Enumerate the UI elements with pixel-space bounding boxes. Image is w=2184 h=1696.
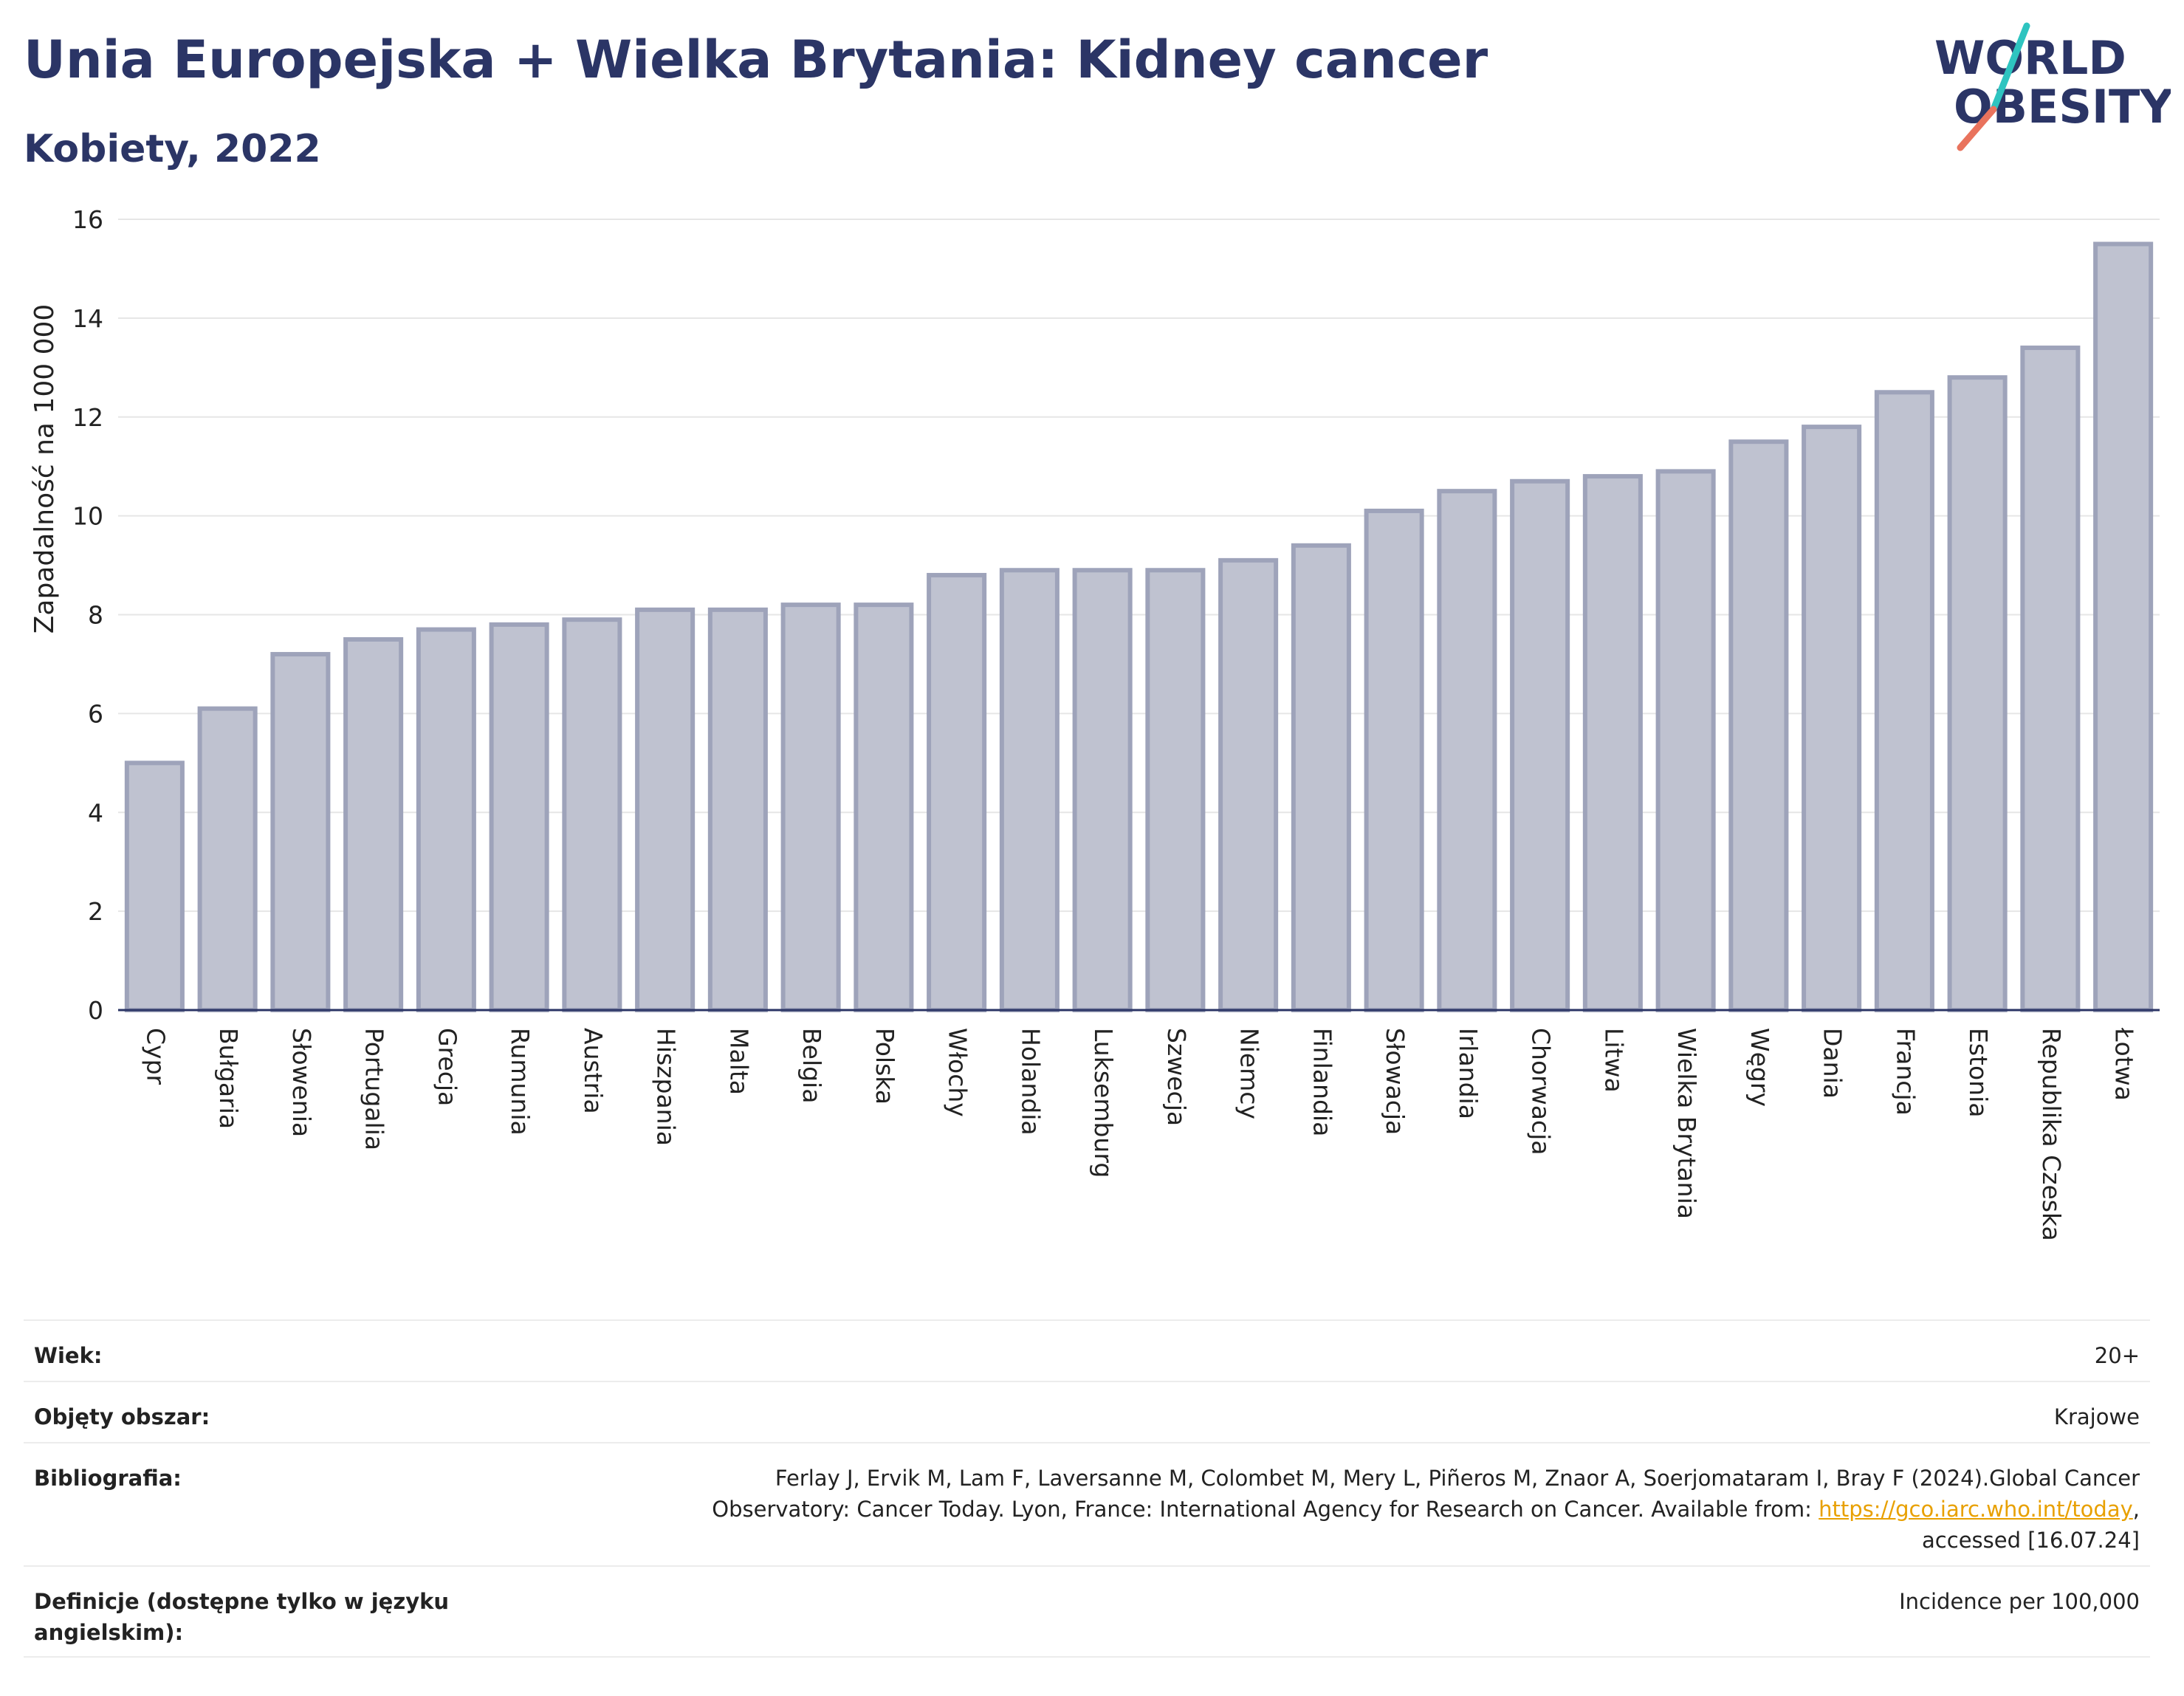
- biblio-line3: accessed [16.07.24]: [1922, 1528, 2140, 1553]
- bar[interactable]: [343, 636, 404, 1012]
- x-tick-label: Holandia: [1016, 1028, 1045, 1136]
- x-tick-label: Luksemburg: [1089, 1028, 1118, 1178]
- biblio-link[interactable]: https://gco.iarc.who.int/today: [1819, 1497, 2133, 1522]
- x-tick-label: Szwecja: [1162, 1028, 1191, 1126]
- x-tick-label: Estonia: [1964, 1028, 1993, 1117]
- bar[interactable]: [1655, 469, 1716, 1013]
- definitions-value: Incidence per 100,000: [1899, 1589, 2140, 1614]
- info-row-definitions: Definicje (dostępne tylko w języku angie…: [24, 1565, 2150, 1658]
- x-tick-label: Belgia: [797, 1028, 826, 1103]
- area-label: Objęty obszar:: [34, 1404, 210, 1429]
- x-tick-label: Hiszpania: [652, 1028, 681, 1146]
- x-tick-label: Republika Czeska: [2037, 1028, 2066, 1241]
- bar[interactable]: [927, 572, 987, 1012]
- x-tick-label: Słowacja: [1381, 1028, 1409, 1135]
- bar[interactable]: [707, 607, 768, 1012]
- x-tick-label: Austria: [579, 1028, 608, 1114]
- y-tick-label: 6: [88, 699, 103, 728]
- x-tick-label: Słowenia: [287, 1028, 316, 1137]
- bar[interactable]: [854, 602, 914, 1012]
- info-row-bibliography: Bibliografia: Ferlay J, Ervik M, Lam F, …: [24, 1442, 2150, 1565]
- bar[interactable]: [270, 652, 331, 1012]
- x-tick-label: Portugalia: [360, 1028, 389, 1150]
- y-tick-label: 0: [88, 996, 103, 1025]
- x-tick-label: Dania: [1819, 1028, 1847, 1099]
- x-tick-label: Finlandia: [1308, 1028, 1336, 1136]
- age-value: 20+: [2094, 1343, 2140, 1368]
- x-tick-label: Niemcy: [1235, 1028, 1264, 1119]
- x-tick-label: Francja: [1891, 1028, 1920, 1116]
- y-tick-label: 14: [72, 304, 103, 333]
- x-tick-label: Litwa: [1599, 1028, 1628, 1093]
- biblio-line1: Ferlay J, Ervik M, Lam F, Laversanne M, …: [775, 1466, 2140, 1491]
- bar[interactable]: [1072, 568, 1133, 1012]
- x-tick-label: Cypr: [141, 1028, 170, 1085]
- bar[interactable]: [489, 622, 549, 1012]
- bar[interactable]: [1947, 375, 2008, 1012]
- bar[interactable]: [1364, 508, 1424, 1012]
- biblio-label: Bibliografia:: [34, 1466, 182, 1491]
- bar[interactable]: [124, 761, 185, 1012]
- world-obesity-logo: WORLD OBESITY: [1934, 22, 2171, 151]
- biblio-value: Ferlay J, Ervik M, Lam F, Laversanne M, …: [478, 1463, 2140, 1556]
- info-row-age: Wiek: 20+: [24, 1319, 2150, 1381]
- x-tick-label: Łotwa: [2110, 1027, 2139, 1101]
- x-tick-label: Węgry: [1745, 1028, 1774, 1107]
- x-tick-label: Chorwacja: [1527, 1028, 1556, 1155]
- bar[interactable]: [2093, 241, 2154, 1012]
- bar[interactable]: [1291, 543, 1351, 1013]
- bar[interactable]: [562, 617, 622, 1012]
- bar[interactable]: [999, 568, 1060, 1012]
- bar[interactable]: [1582, 474, 1643, 1012]
- y-tick-label: 4: [88, 798, 103, 827]
- x-tick-label: Grecja: [433, 1028, 461, 1106]
- bar[interactable]: [1874, 390, 1934, 1012]
- info-row-area: Objęty obszar: Krajowe: [24, 1381, 2150, 1442]
- x-tick-label: Polska: [870, 1028, 899, 1105]
- bars: [124, 241, 2154, 1013]
- bar[interactable]: [1437, 489, 1497, 1012]
- chart-title: Unia Europejska + Wielka Brytania: Kidne…: [24, 30, 1488, 90]
- x-tick-label: Irlandia: [1454, 1028, 1483, 1119]
- bar[interactable]: [1728, 439, 1789, 1012]
- logo-slash-coral: [1957, 106, 1997, 151]
- bar[interactable]: [1145, 568, 1206, 1012]
- bar[interactable]: [780, 602, 841, 1012]
- biblio-line2-text: Observatory: Cancer Today. Lyon, France:…: [712, 1497, 1812, 1522]
- x-tick-labels: Cypr Bułgaria Słowenia Portugalia Grecja Rumu…: [141, 1027, 2138, 1241]
- y-tick-label: 2: [88, 897, 103, 926]
- y-tick-labels: 0 2 4 6 8 10 12 14 16: [72, 205, 103, 1025]
- y-tick-label: 10: [72, 502, 103, 531]
- biblio-line2: Observatory: Cancer Today. Lyon, France:…: [478, 1494, 2140, 1525]
- x-tick-label: Bułgaria: [214, 1028, 243, 1129]
- bar[interactable]: [1802, 425, 1862, 1012]
- y-tick-label: 12: [72, 403, 103, 432]
- y-axis-label: Zapadalność na 100 000: [30, 304, 60, 634]
- logo-slash-teal: [1990, 22, 2030, 113]
- info-table: Wiek: 20+ Objęty obszar: Krajowe Bibliog…: [24, 1319, 2150, 1658]
- logo-line2: OBESITY: [1954, 80, 2171, 134]
- bar[interactable]: [635, 607, 696, 1012]
- y-tick-label: 16: [72, 205, 103, 234]
- age-label: Wiek:: [34, 1343, 103, 1368]
- bar[interactable]: [1510, 478, 1570, 1012]
- x-tick-label: Malta: [724, 1028, 753, 1095]
- definitions-label: Definicje (dostępne tylko w języku angie…: [34, 1589, 450, 1645]
- bar[interactable]: [197, 706, 258, 1013]
- x-tick-label: Wielka Brytania: [1672, 1028, 1701, 1219]
- y-tick-label: 8: [88, 601, 103, 630]
- chart-subtitle: Kobiety, 2022: [24, 127, 321, 171]
- biblio-line2-end: ,: [2132, 1497, 2140, 1522]
- bar-chart: 0 2 4 6 8 10 12 14 16 Cypr Bułgaria Słowenia Portug…: [30, 205, 2160, 1241]
- area-value: Krajowe: [2053, 1404, 2140, 1429]
- bar[interactable]: [1218, 557, 1279, 1012]
- x-tick-label: Rumunia: [506, 1028, 535, 1136]
- x-tick-label: Włochy: [944, 1028, 972, 1117]
- bar[interactable]: [416, 627, 476, 1012]
- bar[interactable]: [2020, 346, 2081, 1013]
- logo-line1: WORLD: [1934, 31, 2126, 85]
